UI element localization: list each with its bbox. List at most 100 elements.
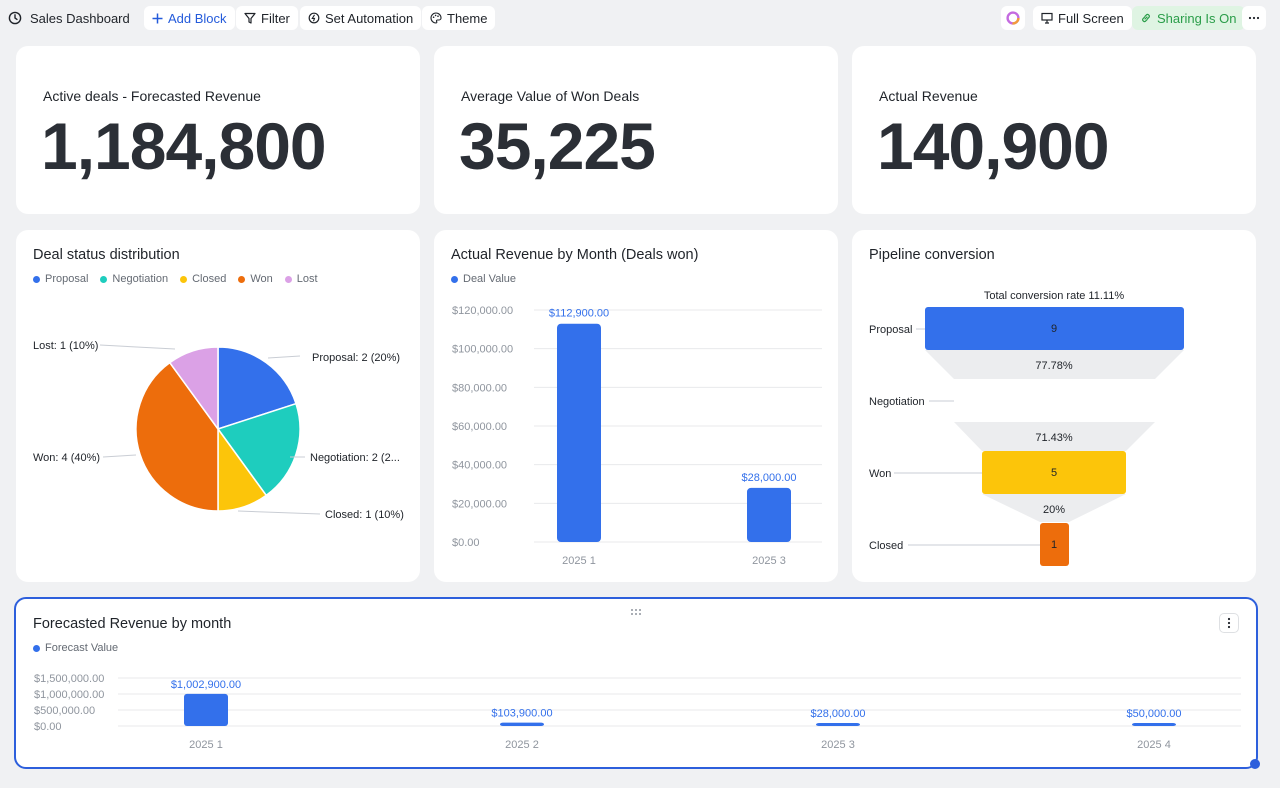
- y-tick-label: $1,500,000.00: [34, 673, 104, 685]
- funnel-stage-closed[interactable]: [1040, 523, 1069, 566]
- add-block-label: Add Block: [168, 10, 227, 26]
- ai-assistant-button[interactable]: [1001, 6, 1025, 30]
- bar-value-label: $112,900.00: [549, 308, 609, 320]
- resize-handle[interactable]: [1250, 759, 1260, 769]
- kpi-value: 1,184,800: [41, 109, 327, 183]
- set-automation-label: Set Automation: [325, 10, 414, 26]
- slice-label-proposal: Proposal: 2 (20%): [312, 352, 400, 364]
- pipeline-conversion-card[interactable]: Pipeline conversion Total conversion rat…: [852, 230, 1256, 582]
- bar[interactable]: [1132, 723, 1176, 726]
- legend-item-forecast-value[interactable]: Forecast Value: [33, 642, 118, 654]
- automation-icon: [308, 12, 320, 24]
- y-tick-label: $120,000.00: [452, 305, 513, 317]
- x-tick-label: 2025 4: [1137, 739, 1171, 751]
- theme-label: Theme: [447, 10, 488, 26]
- chart-legend: Forecast Value: [33, 642, 118, 654]
- legend-label: Lost: [296, 273, 318, 285]
- filter-button[interactable]: Filter: [236, 6, 298, 30]
- funnel-connector: [954, 422, 1155, 451]
- deal-status-chart-card[interactable]: Deal status distribution Proposal Negoti…: [16, 230, 420, 582]
- legend-label: Deal Value: [463, 273, 516, 285]
- legend-swatch: [451, 275, 458, 283]
- bar-value-label: $103,900.00: [491, 708, 552, 720]
- kpi-card-average-won-value[interactable]: Average Value of Won Deals 35,225: [434, 46, 838, 214]
- chart-legend: Deal Value: [451, 273, 516, 285]
- legend-label: Won: [250, 273, 273, 285]
- slice-label-won: Won: 4 (40%): [33, 452, 100, 464]
- presentation-icon: [1041, 12, 1053, 24]
- dashboard-title-area: Sales Dashboard: [8, 6, 130, 30]
- chart-title: Actual Revenue by Month (Deals won): [451, 247, 699, 263]
- legend-label: Proposal: [45, 273, 89, 285]
- y-tick-label: $80,000.00: [452, 382, 507, 394]
- legend-item-won[interactable]: Won: [238, 273, 273, 285]
- bar[interactable]: [747, 487, 791, 542]
- x-tick-label: 2025 3: [752, 555, 786, 567]
- plus-icon: [152, 13, 163, 23]
- sharing-button[interactable]: Sharing Is On: [1132, 6, 1245, 30]
- conversion-rate: 71.43%: [1035, 432, 1073, 444]
- kpi-value: 35,225: [459, 109, 656, 183]
- full-screen-button[interactable]: Full Screen: [1033, 6, 1132, 30]
- y-tick-label: $100,000.00: [452, 344, 513, 356]
- bar-value-label: $28,000.00: [810, 708, 865, 720]
- stage-count: 1: [1051, 539, 1057, 551]
- chart-title: Forecasted Revenue by month: [33, 616, 232, 632]
- funnel-connector: [982, 494, 1126, 522]
- x-tick-label: 2025 1: [189, 739, 223, 751]
- conversion-rate: 20%: [1043, 504, 1065, 516]
- chart-title: Deal status distribution: [33, 247, 180, 263]
- kpi-label: Active deals - Forecasted Revenue: [43, 88, 261, 104]
- kpi-card-actual-revenue[interactable]: Actual Revenue 140,900: [852, 46, 1256, 214]
- leader-line: [99, 344, 176, 350]
- stage-label-proposal: Proposal: [869, 324, 912, 336]
- pie-slice-lost[interactable]: [168, 346, 219, 432]
- legend-swatch: [33, 644, 40, 652]
- y-tick-label: $20,000.00: [452, 498, 507, 510]
- legend-item-proposal[interactable]: Proposal: [33, 273, 88, 285]
- bar[interactable]: [816, 723, 860, 726]
- kpi-card-forecasted-revenue[interactable]: Active deals - Forecasted Revenue 1,184,…: [16, 46, 420, 214]
- forecast-bar-chart: $1,500,000.00 $1,000,000.00 $500,000.00 $0.…: [34, 673, 1241, 751]
- pie-slice-negotiation[interactable]: [216, 402, 301, 497]
- set-automation-button[interactable]: Set Automation: [300, 6, 422, 30]
- funnel-stage-proposal[interactable]: [925, 307, 1184, 350]
- theme-button[interactable]: Theme: [422, 6, 496, 30]
- drag-handle-icon[interactable]: [630, 603, 642, 621]
- legend-swatch: [238, 275, 246, 283]
- sharing-label: Sharing Is On: [1157, 10, 1237, 26]
- legend-item-lost[interactable]: Lost: [284, 273, 318, 285]
- leader-line: [267, 355, 301, 359]
- legend-item-negotiation[interactable]: Negotiation: [100, 273, 168, 285]
- funnel-chart: Total conversion rate 11.11% 77.78% 71.4…: [869, 290, 1184, 566]
- actual-revenue-chart-card[interactable]: Actual Revenue by Month (Deals won) Deal…: [434, 230, 838, 582]
- legend-item-closed[interactable]: Closed: [180, 273, 226, 285]
- conversion-rate: 77.78%: [1035, 360, 1073, 372]
- bar[interactable]: [184, 693, 228, 726]
- x-tick-label: 2025 2: [505, 739, 539, 751]
- kpi-value: 140,900: [877, 109, 1110, 183]
- legend-swatch: [180, 275, 188, 283]
- bar[interactable]: [500, 722, 544, 726]
- legend-item-deal-value[interactable]: Deal Value: [451, 273, 516, 285]
- chart-title: Pipeline conversion: [869, 247, 995, 263]
- stage-label-won: Won: [869, 468, 891, 480]
- legend-swatch: [100, 275, 108, 283]
- leader-line: [237, 510, 321, 515]
- bar[interactable]: [557, 323, 601, 542]
- block-more-button[interactable]: [1219, 613, 1239, 633]
- funnel-stage-won[interactable]: [982, 451, 1126, 494]
- full-screen-label: Full Screen: [1058, 10, 1124, 26]
- bar-value-label: $28,000.00: [741, 472, 796, 484]
- more-options-button[interactable]: [1242, 6, 1266, 30]
- y-tick-label: $40,000.00: [452, 460, 507, 472]
- leader-line: [102, 454, 137, 458]
- pie-slice-proposal[interactable]: [217, 346, 297, 431]
- forecast-revenue-chart-card[interactable]: Forecasted Revenue by month Forecast Val…: [14, 597, 1258, 769]
- add-block-button[interactable]: Add Block: [144, 6, 235, 30]
- dashboard-icon: [8, 11, 22, 25]
- x-tick-label: 2025 1: [562, 555, 596, 567]
- legend-label: Forecast Value: [45, 642, 119, 654]
- pie-slice-won[interactable]: [135, 361, 219, 512]
- y-tick-label: $60,000.00: [452, 421, 507, 433]
